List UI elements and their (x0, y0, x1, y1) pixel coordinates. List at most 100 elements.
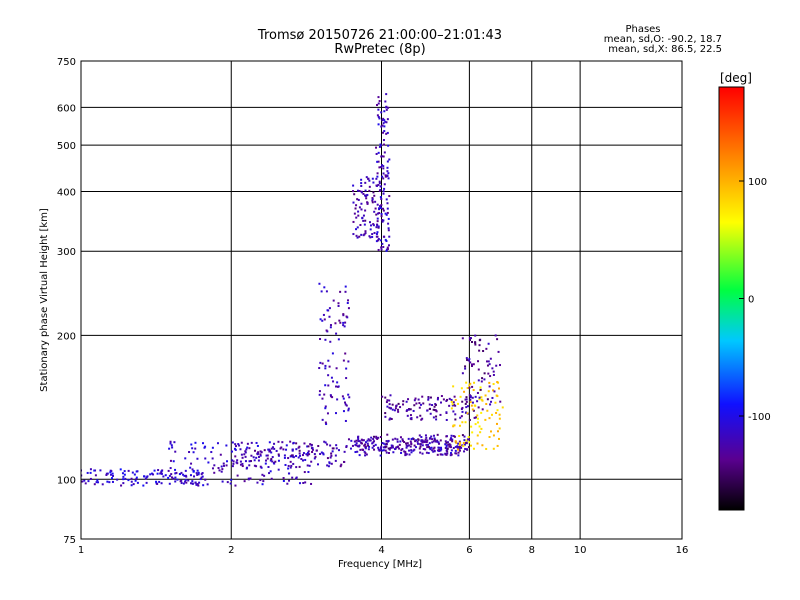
echo-point (426, 446, 429, 449)
echo-point (385, 106, 388, 109)
echo-point (356, 226, 359, 229)
echo-point (454, 398, 457, 401)
echo-point (406, 409, 409, 412)
echo-point (461, 421, 464, 424)
echo-point (202, 484, 205, 487)
echo-point (445, 411, 448, 414)
echo-point (174, 450, 177, 453)
echo-point (267, 466, 270, 469)
echo-point (357, 210, 360, 213)
echo-point (466, 387, 469, 390)
echo-point (265, 454, 268, 457)
echo-point (310, 482, 313, 485)
echo-point (489, 403, 492, 406)
echo-point (463, 390, 466, 393)
echo-point (167, 469, 170, 472)
echo-point (468, 418, 471, 421)
echo-point (377, 123, 380, 126)
echo-point (379, 143, 382, 146)
echo-point (391, 444, 394, 447)
echo-point (359, 224, 362, 227)
x-tick-label: 1 (78, 545, 84, 556)
echo-point (377, 96, 380, 99)
echo-point (409, 440, 412, 443)
echo-point (324, 384, 327, 387)
echo-point (473, 416, 476, 419)
echo-point (490, 430, 493, 433)
echo-point (290, 464, 293, 467)
echo-point (437, 446, 440, 449)
echo-point (111, 472, 114, 475)
echo-point (457, 448, 460, 451)
echo-point (384, 396, 387, 399)
echo-point (81, 480, 84, 483)
echo-point (300, 457, 303, 460)
echo-point (477, 379, 480, 382)
echo-point (345, 377, 348, 380)
echo-point (348, 396, 351, 399)
echo-point (207, 461, 210, 464)
echo-point (191, 482, 194, 485)
echo-point (389, 447, 392, 450)
echo-point (466, 412, 469, 415)
echo-point (289, 440, 292, 443)
echo-point (397, 445, 400, 448)
echo-point (236, 474, 239, 477)
echo-point (291, 449, 294, 452)
echo-point (136, 481, 139, 484)
echo-point (306, 445, 309, 448)
echo-point (487, 372, 490, 375)
echo-point (445, 400, 448, 403)
echo-point (260, 451, 263, 454)
echo-point (418, 434, 421, 437)
echo-point (420, 436, 423, 439)
echo-point (480, 398, 483, 401)
echo-point (307, 445, 310, 448)
echo-point (298, 449, 301, 452)
echo-point (210, 451, 213, 454)
echo-point (471, 385, 474, 388)
echo-point (465, 381, 468, 384)
echo-point (476, 414, 479, 417)
echo-point (360, 442, 363, 445)
echo-point (364, 232, 367, 235)
echo-point (371, 177, 374, 180)
echo-point (472, 409, 475, 412)
echo-point (488, 436, 491, 439)
echo-point (380, 144, 383, 147)
echo-point (201, 472, 204, 475)
echo-point (398, 447, 401, 450)
echo-point (364, 230, 367, 233)
echo-point (483, 372, 486, 375)
echo-point (324, 364, 327, 367)
echo-point (335, 332, 338, 335)
echo-point (220, 470, 223, 473)
echo-point (203, 446, 206, 449)
echo-point (292, 462, 295, 465)
echo-point (119, 468, 122, 471)
echo-point (241, 462, 244, 465)
echo-point (385, 198, 388, 201)
echo-point (422, 447, 425, 450)
echo-point (105, 473, 108, 476)
echo-point (153, 469, 156, 472)
echo-point (132, 483, 135, 486)
echo-point (403, 440, 406, 443)
echo-point (439, 439, 442, 442)
echo-point (355, 234, 358, 237)
echo-point (255, 465, 258, 468)
echo-point (364, 454, 367, 457)
echo-point (342, 324, 345, 327)
echo-point (497, 350, 500, 353)
echo-point (378, 180, 381, 183)
echo-point (468, 394, 471, 397)
echo-point (204, 478, 207, 481)
echo-point (375, 177, 378, 180)
echo-point (313, 453, 316, 456)
echo-point (204, 457, 207, 460)
echo-point (335, 447, 338, 450)
echo-point (230, 478, 233, 481)
echo-point (459, 445, 462, 448)
echo-point (265, 459, 268, 462)
echo-point (250, 454, 253, 457)
